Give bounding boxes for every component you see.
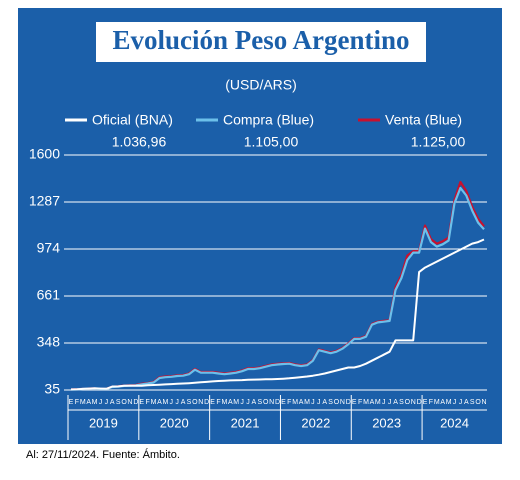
year-label: 2021 [231, 415, 260, 430]
x-tick-label: E [352, 399, 357, 406]
x-tick-label: F [216, 399, 220, 406]
x-tick-label: O [475, 399, 481, 406]
y-tick-label: 1600 [29, 146, 60, 162]
x-tick-label: M [446, 399, 452, 406]
x-tick-label: A [393, 399, 398, 406]
subtitle: (USD/ARS) [225, 77, 297, 93]
y-tick-label: 1287 [29, 193, 60, 209]
x-tick-label: A [322, 399, 327, 406]
x-tick-label: J [382, 399, 386, 406]
x-tick-label: E [281, 399, 286, 406]
x-tick-label: N [269, 399, 274, 406]
x-tick-label: M [151, 399, 157, 406]
x-tick-label: N [340, 399, 345, 406]
series-line [71, 238, 485, 391]
x-tick-label: A [228, 399, 233, 406]
x-tick-label: J [170, 399, 174, 406]
x-tick-label: O [405, 399, 411, 406]
x-tick-label: A [86, 399, 91, 406]
x-tick-label: M [162, 399, 168, 406]
x-tick-label: J [240, 399, 244, 406]
x-tick-label: A [440, 399, 445, 406]
x-tick-label: A [252, 399, 257, 406]
panel [18, 8, 502, 444]
x-tick-label: M [233, 399, 239, 406]
x-tick-label: E [210, 399, 215, 406]
x-tick-label: F [287, 399, 291, 406]
x-tick-label: S [116, 399, 121, 406]
x-tick-label: E [139, 399, 144, 406]
x-tick-label: O [334, 399, 340, 406]
x-tick-label: M [434, 399, 440, 406]
year-label: 2020 [160, 415, 189, 430]
footer: Al: 27/11/2024. Fuente: Ámbito. [26, 448, 180, 461]
year-label: 2023 [372, 415, 401, 430]
x-tick-label: S [257, 399, 262, 406]
x-tick-label: M [92, 399, 98, 406]
x-tick-label: F [358, 399, 362, 406]
x-tick-label: O [192, 399, 198, 406]
x-tick-label: S [470, 399, 475, 406]
x-tick-label: J [311, 399, 315, 406]
series-line [70, 186, 485, 391]
x-tick-label: N [127, 399, 132, 406]
x-tick-label: A [370, 399, 375, 406]
x-tick-label: M [363, 399, 369, 406]
x-tick-label: J [317, 399, 321, 406]
x-tick-label: F [429, 399, 433, 406]
x-tick-label: J [246, 399, 250, 406]
latest-value-label: 1.125,00 [411, 134, 466, 150]
y-tick-label: 661 [37, 287, 61, 303]
x-tick-label: J [105, 399, 109, 406]
x-tick-label: N [411, 399, 416, 406]
x-tick-label: F [146, 399, 150, 406]
x-tick-label: S [187, 399, 192, 406]
y-tick-label: 974 [37, 240, 61, 256]
x-tick-label: N [482, 399, 487, 406]
x-tick-label: F [75, 399, 79, 406]
x-tick-label: D [204, 399, 209, 406]
year-label: 2022 [301, 415, 330, 430]
x-tick-label: E [423, 399, 428, 406]
x-tick-label: A [464, 399, 469, 406]
x-tick-label: O [263, 399, 269, 406]
x-tick-label: O [121, 399, 127, 406]
x-tick-label: N [198, 399, 203, 406]
x-tick-label: E [69, 399, 74, 406]
x-tick-label: M [304, 399, 310, 406]
x-tick-label: A [299, 399, 304, 406]
legend-label: Oficial (BNA) [92, 112, 173, 128]
x-tick-label: A [110, 399, 115, 406]
x-tick-label: D [417, 399, 422, 406]
x-tick-label: D [346, 399, 351, 406]
chart-title: Evolución Peso Argentino [112, 25, 409, 55]
x-tick-label: J [453, 399, 457, 406]
x-tick-label: D [133, 399, 138, 406]
x-tick-label: M [80, 399, 86, 406]
y-tick-label: 348 [37, 334, 61, 350]
x-tick-label: S [399, 399, 404, 406]
legend-label: Compra (Blue) [223, 112, 314, 128]
x-tick-label: M [221, 399, 227, 406]
x-tick-label: M [375, 399, 381, 406]
legend-label: Venta (Blue) [385, 112, 462, 128]
x-tick-label: J [175, 399, 179, 406]
x-tick-label: J [388, 399, 392, 406]
x-tick-label: M [292, 399, 298, 406]
x-tick-label: D [275, 399, 280, 406]
x-tick-label: J [459, 399, 463, 406]
y-tick-label: 35 [44, 381, 60, 397]
year-label: 2019 [89, 415, 118, 430]
latest-value-label: 1.036,96 [112, 134, 167, 150]
x-tick-label: J [99, 399, 103, 406]
title-box [96, 22, 426, 62]
x-tick-label: A [181, 399, 186, 406]
x-tick-label: S [328, 399, 333, 406]
x-tick-label: A [157, 399, 162, 406]
year-label: 2024 [440, 415, 469, 430]
latest-value-label: 1.105,00 [244, 134, 299, 150]
